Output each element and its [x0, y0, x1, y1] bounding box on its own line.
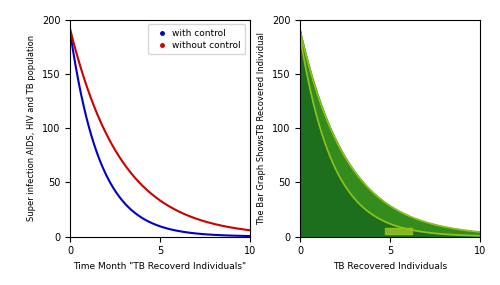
Legend: with control, without control: with control, without control: [148, 25, 246, 54]
Y-axis label: Super infection AIDS, HIV and TB population: Super infection AIDS, HIV and TB populat…: [27, 35, 36, 221]
X-axis label: TB Recovered Individuals: TB Recovered Individuals: [333, 262, 447, 271]
Y-axis label: The Bar Graph ShowsTB Recovered Individual: The Bar Graph ShowsTB Recovered Individu…: [257, 32, 266, 225]
X-axis label: Time Month "TB Recoverd Individuals": Time Month "TB Recoverd Individuals": [74, 262, 246, 271]
